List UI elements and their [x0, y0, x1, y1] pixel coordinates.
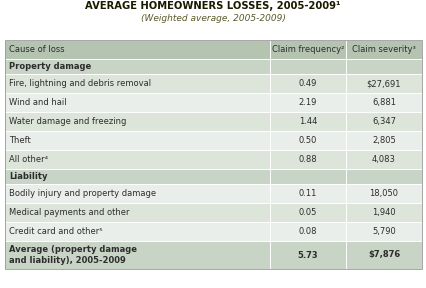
- Text: Water damage and freezing: Water damage and freezing: [9, 117, 126, 126]
- Text: Theft: Theft: [9, 136, 31, 145]
- Text: Claim frequency²: Claim frequency²: [271, 45, 343, 54]
- Bar: [5, 241, 421, 269]
- Text: Claim severity³: Claim severity³: [351, 45, 415, 54]
- Text: 4,083: 4,083: [371, 155, 395, 164]
- Text: 6,347: 6,347: [371, 117, 395, 126]
- Text: Property damage: Property damage: [9, 62, 91, 71]
- Text: 1.44: 1.44: [298, 117, 317, 126]
- Text: Liability: Liability: [9, 172, 47, 181]
- Text: 0.50: 0.50: [298, 136, 317, 145]
- Text: 5.73: 5.73: [297, 251, 317, 259]
- Text: 0.88: 0.88: [298, 155, 317, 164]
- Text: Fire, lightning and debris removal: Fire, lightning and debris removal: [9, 79, 151, 88]
- Bar: [5, 59, 421, 74]
- Bar: [5, 40, 421, 269]
- Text: $7,876: $7,876: [367, 251, 399, 259]
- Text: 18,050: 18,050: [368, 189, 397, 198]
- Bar: [5, 203, 421, 222]
- Bar: [5, 112, 421, 131]
- Text: Wind and hail: Wind and hail: [9, 98, 66, 107]
- Bar: [5, 40, 421, 59]
- Text: Cause of loss: Cause of loss: [9, 45, 64, 54]
- Bar: [5, 150, 421, 169]
- Text: 2,805: 2,805: [371, 136, 395, 145]
- Text: Medical payments and other: Medical payments and other: [9, 208, 129, 217]
- Bar: [5, 74, 421, 93]
- Text: 0.08: 0.08: [298, 227, 317, 236]
- Bar: [5, 131, 421, 150]
- Text: 6,881: 6,881: [371, 98, 395, 107]
- Text: 2.19: 2.19: [298, 98, 317, 107]
- Bar: [5, 169, 421, 184]
- Text: 0.49: 0.49: [298, 79, 317, 88]
- Bar: [5, 93, 421, 112]
- Text: AVERAGE HOMEOWNERS LOSSES, 2005-2009¹: AVERAGE HOMEOWNERS LOSSES, 2005-2009¹: [85, 1, 340, 11]
- Text: Average (property damage
and liability), 2005-2009: Average (property damage and liability),…: [9, 245, 137, 265]
- Text: 5,790: 5,790: [371, 227, 395, 236]
- Text: 0.11: 0.11: [298, 189, 317, 198]
- Text: 0.05: 0.05: [298, 208, 317, 217]
- Text: Credit card and other⁵: Credit card and other⁵: [9, 227, 102, 236]
- Text: All other⁴: All other⁴: [9, 155, 48, 164]
- Text: (Weighted average, 2005-2009): (Weighted average, 2005-2009): [140, 14, 285, 23]
- Bar: [5, 184, 421, 203]
- Bar: [5, 222, 421, 241]
- Text: 1,940: 1,940: [371, 208, 395, 217]
- Text: $27,691: $27,691: [366, 79, 400, 88]
- Text: Bodily injury and property damage: Bodily injury and property damage: [9, 189, 156, 198]
